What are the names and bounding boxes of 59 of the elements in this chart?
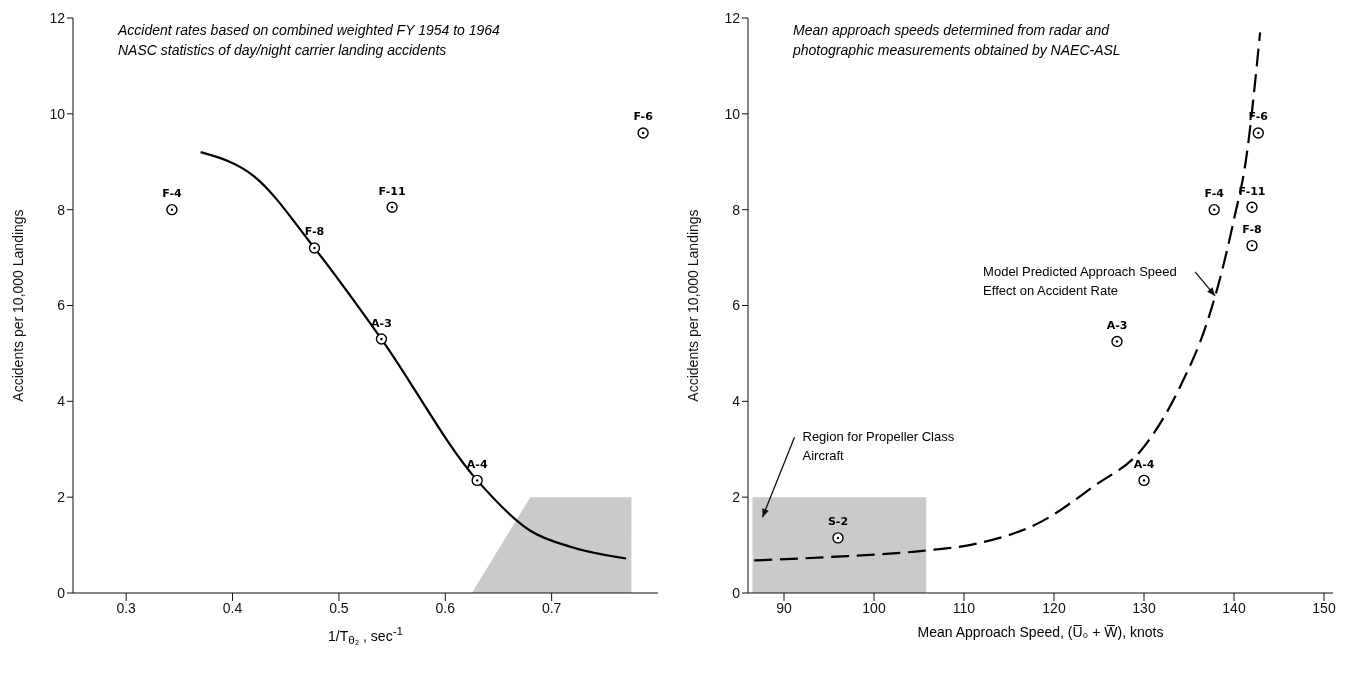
point (1246, 239, 1258, 252)
point (308, 242, 321, 254)
data-label: A-4 (466, 457, 488, 471)
point (471, 474, 483, 487)
point (637, 127, 649, 139)
data-label: F-4 (1204, 187, 1225, 201)
y-tick-label: 6 (57, 297, 66, 314)
x-tick-label: 120 (1042, 599, 1066, 616)
y-tick-label: 4 (57, 393, 66, 410)
y-tick-label: 4 (732, 393, 741, 410)
data-label: F-8 (304, 225, 325, 239)
data-label: A-3 (371, 316, 392, 330)
data-label: S-2 (827, 515, 849, 529)
x-tick-label: 0.4 (222, 599, 243, 616)
point (166, 203, 178, 216)
x-tick-label: 0.3 (116, 599, 137, 616)
data-label: A-3 (1106, 318, 1128, 332)
point (1138, 474, 1150, 487)
y-tick-label: 10 (724, 105, 741, 122)
annotation: Accident rates based on combined weighted FY 1954 to 1964 NASC statistics of day/night carrier landing accidents (118, 21, 501, 60)
y-tick-label: 0 (57, 584, 66, 601)
annotation: Model Predicted Approach Speed Effect on Accident Rate (983, 262, 1178, 300)
y-tick-label: 10 (49, 105, 66, 122)
data-label: A-4 (1133, 457, 1155, 471)
annotation: Mean approach speeds determined from radar and photographic measurements obtained by NAEC-ASL (793, 21, 1122, 60)
point (375, 333, 388, 345)
x-tick-label: 150 (1312, 599, 1336, 616)
y-tick-label: 2 (57, 489, 66, 506)
point (386, 201, 398, 213)
point (1246, 201, 1258, 213)
x-axis-title: Mean Approach Speed, (U̅₀ + W̅), knots (916, 624, 1165, 640)
data-label: F-11 (378, 184, 406, 198)
x-tick-label: 0.7 (541, 599, 562, 616)
point (832, 532, 844, 544)
y-tick-label: 2 (732, 489, 741, 506)
data-label: F-6 (633, 110, 654, 124)
x-tick-label: 110 (952, 599, 976, 616)
data-label: F-8 (1242, 223, 1262, 237)
x-tick-label: 140 (1222, 599, 1246, 616)
x-tick-label: 90 (776, 599, 792, 616)
y-axis-title: Accidents per 10,000 Landings (684, 209, 701, 402)
y-tick-label: 6 (732, 297, 741, 314)
y-tick-label: 12 (724, 9, 741, 26)
point (1208, 203, 1220, 216)
x-tick-label: 0.6 (435, 599, 456, 616)
point (1111, 335, 1123, 348)
line-series (199, 151, 628, 560)
x-axis-title: 1/T$_{θ₂}$ , sec$^{-1}$ (326, 624, 405, 647)
x-tick-label: 130 (1132, 599, 1156, 616)
y-axis-title: Accidents per 10,000 Landings (9, 209, 26, 402)
y-tick-label: 0 (732, 584, 741, 601)
x-tick-label: 0.5 (329, 599, 349, 616)
y-tick-label: 12 (49, 9, 66, 26)
annotation: Region for Propeller Class Aircraft (802, 428, 956, 466)
y-tick-label: 8 (57, 201, 66, 218)
data-label: F-4 (162, 187, 182, 201)
y-tick-label: 8 (732, 201, 741, 218)
x-tick-label: 100 (862, 599, 886, 616)
point (1252, 127, 1264, 139)
